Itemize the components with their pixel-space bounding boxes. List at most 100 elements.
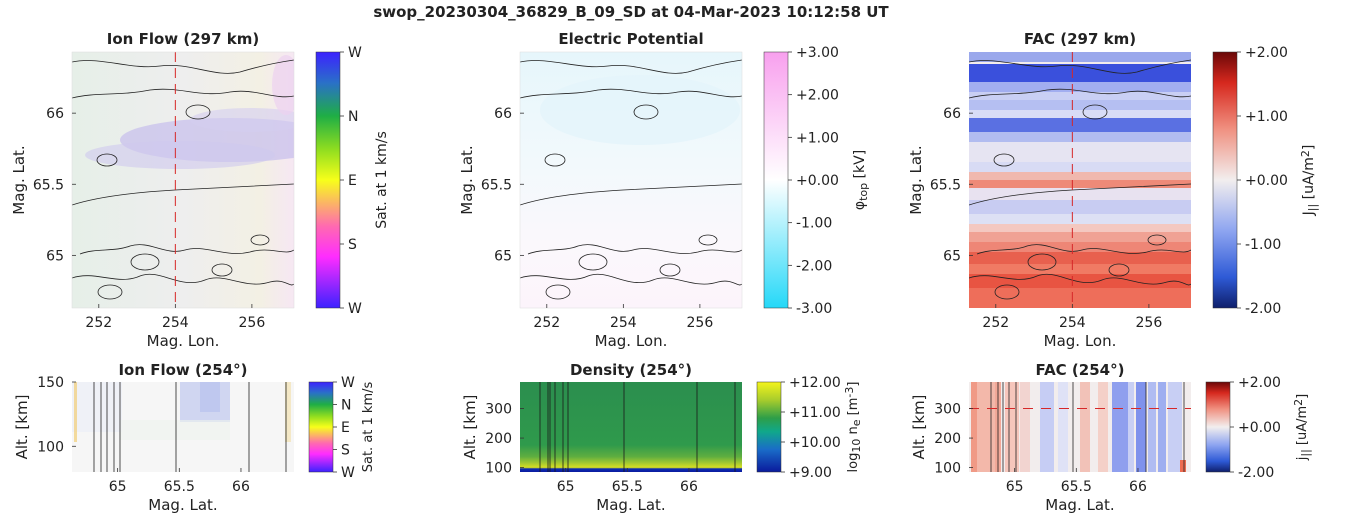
- y-tick-label: 65: [943, 248, 961, 264]
- ion-flow-alt-image: [72, 382, 294, 472]
- colorbar-label: j|| [uA/m2]: [1292, 394, 1312, 462]
- colorbar-label-part: J: [1301, 211, 1317, 216]
- fac-alt-lines: [990, 382, 1185, 472]
- fac-alt-band: [1128, 382, 1134, 472]
- ion-flow-map-image: [72, 52, 294, 308]
- y-axis-label: Alt. [km]: [910, 395, 928, 460]
- y-tick-label: 66: [943, 106, 961, 122]
- x-tick-label: 256: [1136, 315, 1163, 331]
- colorbar-tick-label: +9.00: [789, 465, 832, 481]
- ion-flow-map-title: Ion Flow (297 km): [107, 30, 259, 48]
- colorbar-tick-label: -2.00: [796, 258, 832, 274]
- y-tick-label: 65.5: [930, 177, 961, 193]
- fac-band: [969, 214, 1191, 224]
- colorbar-tick-label: +0.00: [1245, 173, 1288, 189]
- fac-alt-panel: FAC (254°): [969, 361, 1191, 472]
- fac-band: [969, 64, 1191, 82]
- x-axis-label: Mag. Lon.: [147, 332, 220, 350]
- colorbar-tick-label: -1.00: [796, 216, 832, 232]
- y-tick-label: 100: [37, 439, 64, 455]
- colorbar-tick-label: -3.00: [796, 301, 832, 317]
- x-tick-label: 256: [687, 315, 714, 331]
- fac-band: [969, 142, 1191, 162]
- x-axis-label: Mag. Lat.: [148, 496, 217, 514]
- colorbar-label-part: [uA/m: [1295, 406, 1310, 449]
- colorbar-label: J|| [uA/m2]: [1299, 145, 1319, 217]
- fac-band: [969, 162, 1191, 172]
- colorbar-label: log10 ne [m-3]: [843, 382, 863, 473]
- colorbar-tick-label: +2.00: [796, 88, 839, 104]
- colorbar-tick-label: +3.00: [796, 45, 839, 61]
- fac-band: [969, 82, 1191, 92]
- fac-alt-bands: [971, 382, 1182, 472]
- x-tick-label: 66: [1129, 479, 1147, 495]
- colorbar-tick-label: +0.00: [1238, 420, 1281, 436]
- fac-band: [969, 118, 1191, 132]
- fac-band: [969, 288, 1191, 308]
- y-tick-label: 66: [494, 106, 512, 122]
- fac-band: [969, 110, 1191, 118]
- y-tick-label: 100: [485, 461, 512, 477]
- colorbar-tick-label: E: [348, 173, 357, 189]
- potential-map-panel: Electric Potential: [519, 30, 743, 309]
- colorbar-label-part: 2: [1292, 399, 1305, 406]
- x-tick-label: 252: [533, 315, 560, 331]
- x-tick-label: 252: [982, 315, 1009, 331]
- fac-band: [969, 172, 1191, 180]
- x-tick-label: 65.5: [1061, 479, 1092, 495]
- fac-alt-band: [1005, 382, 1019, 472]
- y-axis-label: Mag. Lat.: [907, 145, 925, 214]
- colorbar-label-part: log: [846, 453, 861, 473]
- colorbar-label-part: 10: [850, 439, 863, 453]
- colorbar-label-part: e: [850, 419, 863, 426]
- y-tick-label: 65: [46, 248, 64, 264]
- y-tick-label: 200: [934, 431, 961, 447]
- x-axis-label: Mag. Lon.: [595, 332, 668, 350]
- colorbar-tick-label: +11.00: [789, 405, 841, 421]
- y-tick-label: 300: [485, 402, 512, 418]
- y-tick-label: 150: [37, 375, 64, 391]
- colorbar-label-part: n: [846, 426, 861, 438]
- colorbar-label-part: -3: [843, 387, 856, 398]
- y-tick-label: 100: [934, 461, 961, 477]
- fac-contours: [969, 59, 1191, 300]
- colorbar-tick-label: N: [341, 398, 351, 414]
- colorbar-tick-label: -2.00: [1245, 301, 1281, 317]
- fac-band: [969, 274, 1191, 288]
- fac-alt-image: [969, 382, 1191, 472]
- x-axis-label: Mag. Lat.: [596, 496, 665, 514]
- colorbar-label-part: [uA/m: [1301, 157, 1317, 204]
- fac-alt-band: [1112, 382, 1128, 472]
- fac-band: [969, 132, 1191, 142]
- fac-band: [969, 264, 1191, 274]
- colorbar-tick-label: +12.00: [789, 375, 841, 391]
- y-tick-label: 65.5: [33, 177, 64, 193]
- fac-band: [969, 242, 1191, 252]
- fac-alt-band: [1168, 382, 1182, 472]
- x-tick-label: 256: [239, 315, 266, 331]
- y-axis-label: Mag. Lat.: [458, 145, 476, 214]
- colorbar-label: Sat. at 1 km/s: [374, 131, 390, 229]
- fac-band: [969, 52, 1191, 62]
- colorbar-tick-label: N: [348, 109, 358, 125]
- colorbar-label-part: ||: [1306, 204, 1319, 211]
- colorbar-label-part: ]: [846, 382, 861, 387]
- colorbar-label-part: j: [1295, 457, 1310, 462]
- colorbar-tick-label: E: [341, 420, 350, 436]
- ion-flow-map-colorbar: [315, 51, 341, 309]
- fac-alt-band: [1020, 382, 1030, 472]
- figure-title: swop_20230304_36829_B_09_SD at 04-Mar-20…: [373, 3, 889, 21]
- y-tick-label: 65.5: [481, 177, 512, 193]
- ion-flow-map-panel: Ion Flow (297 km): [71, 30, 295, 309]
- fac-band: [969, 180, 1191, 188]
- fac-alt-band: [1158, 382, 1166, 472]
- colorbar-tick-label: +10.00: [789, 435, 841, 451]
- x-axis-label: Mag. Lon.: [1044, 332, 1117, 350]
- colorbar-label: Sat. at 1 km/s: [361, 382, 376, 473]
- fac-alt-title: FAC (254°): [1036, 361, 1125, 379]
- colorbar-tick-label: W: [341, 465, 355, 481]
- fac-map-title: FAC (297 km): [1024, 30, 1136, 48]
- colorbar-tick-label: -2.00: [1238, 465, 1274, 481]
- colorbar-label-part: ]: [1295, 394, 1310, 399]
- y-tick-label: 300: [934, 402, 961, 418]
